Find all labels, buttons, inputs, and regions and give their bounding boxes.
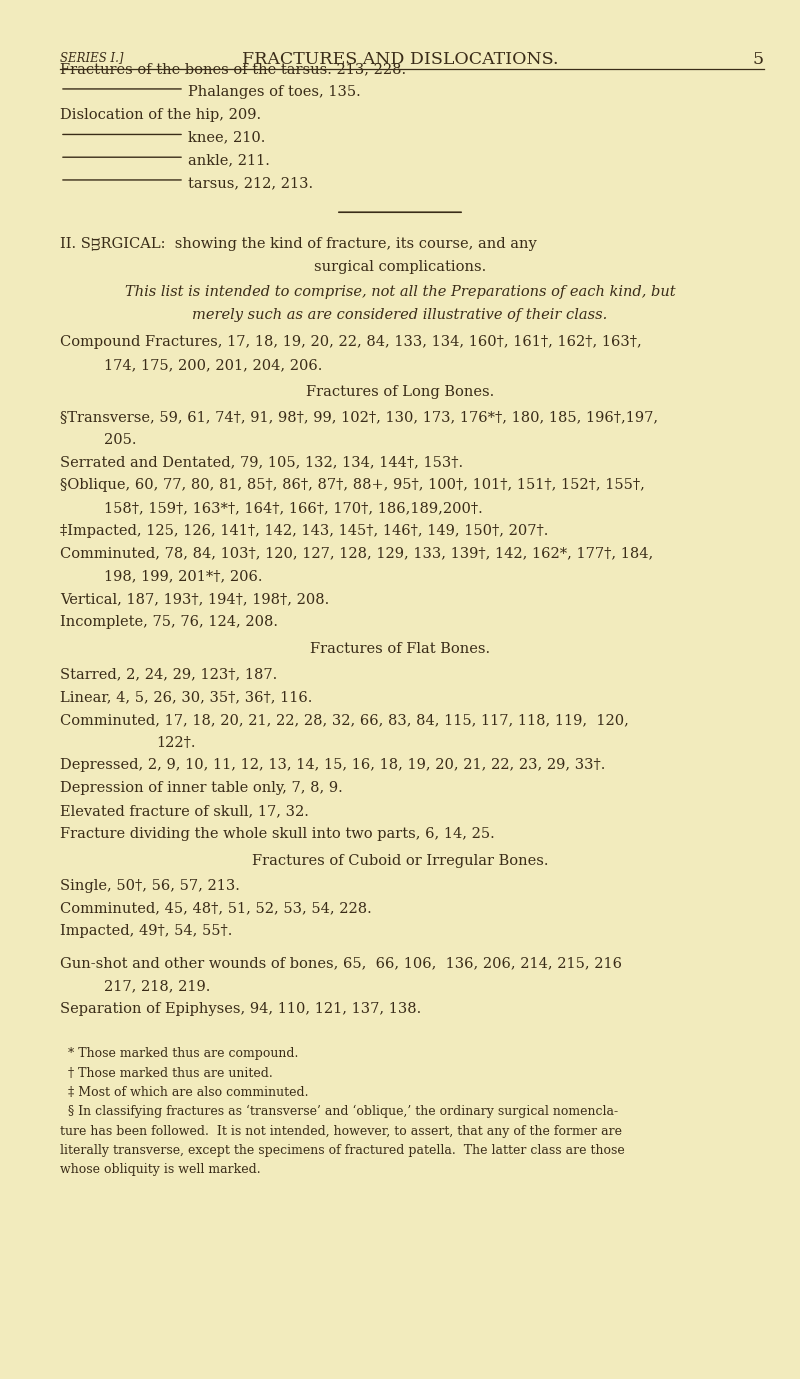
Text: 158†, 159†, 163*†, 164†, 166†, 170†, 186,189,200†.: 158†, 159†, 163*†, 164†, 166†, 170†, 186… bbox=[104, 501, 482, 516]
Text: Fracture dividing the whole skull into two parts, 6, 14, 25.: Fracture dividing the whole skull into t… bbox=[60, 826, 494, 841]
Text: Elevated fracture of skull, 17, 32.: Elevated fracture of skull, 17, 32. bbox=[60, 804, 309, 818]
Text: Phalanges of toes, 135.: Phalanges of toes, 135. bbox=[188, 85, 361, 99]
Text: Comminuted, 78, 84, 103†, 120, 127, 128, 129, 133, 139†, 142, 162*, 177†, 184,: Comminuted, 78, 84, 103†, 120, 127, 128,… bbox=[60, 546, 654, 561]
Text: Separation of Epiphyses, 94, 110, 121, 137, 138.: Separation of Epiphyses, 94, 110, 121, 1… bbox=[60, 1001, 422, 1016]
Text: 122†.: 122†. bbox=[156, 735, 195, 750]
Text: Fractures of Long Bones.: Fractures of Long Bones. bbox=[306, 385, 494, 399]
Text: ankle, 211.: ankle, 211. bbox=[188, 153, 270, 167]
Text: 217, 218, 219.: 217, 218, 219. bbox=[104, 979, 210, 993]
Text: ‡ Most of which are also comminuted.: ‡ Most of which are also comminuted. bbox=[60, 1085, 309, 1099]
Text: Starred, 2, 24, 29, 123†, 187.: Starred, 2, 24, 29, 123†, 187. bbox=[60, 667, 278, 681]
Text: * Those marked thus are compound.: * Those marked thus are compound. bbox=[60, 1047, 298, 1060]
Text: Gun-shot and other wounds of bones, 65,  66, 106,  136, 206, 214, 215, 216: Gun-shot and other wounds of bones, 65, … bbox=[60, 956, 622, 971]
Text: Vertical, 187, 193†, 194†, 198†, 208.: Vertical, 187, 193†, 194†, 198†, 208. bbox=[60, 592, 330, 607]
Text: SERIES I.]: SERIES I.] bbox=[60, 51, 123, 63]
Text: whose obliquity is well marked.: whose obliquity is well marked. bbox=[60, 1162, 261, 1176]
Text: Depression of inner table only, 7, 8, 9.: Depression of inner table only, 7, 8, 9. bbox=[60, 781, 342, 796]
Text: §Transverse, 59, 61, 74†, 91, 98†, 99, 102†, 130, 173, 176*†, 180, 185, 196†,197: §Transverse, 59, 61, 74†, 91, 98†, 99, 1… bbox=[60, 410, 658, 425]
Text: Comminuted, 45, 48†, 51, 52, 53, 54, 228.: Comminuted, 45, 48†, 51, 52, 53, 54, 228… bbox=[60, 902, 372, 916]
Text: knee, 210.: knee, 210. bbox=[188, 130, 266, 145]
Text: II. SᴟRGICAL:  showing the kind of fracture, its course, and any: II. SᴟRGICAL: showing the kind of fractu… bbox=[60, 237, 537, 251]
Text: Fractures of Cuboid or Irregular Bones.: Fractures of Cuboid or Irregular Bones. bbox=[252, 854, 548, 867]
Text: 174, 175, 200, 201, 204, 206.: 174, 175, 200, 201, 204, 206. bbox=[104, 357, 322, 372]
Text: literally transverse, except the specimens of fractured patella.  The latter cla: literally transverse, except the specime… bbox=[60, 1143, 625, 1157]
Text: 205.: 205. bbox=[104, 433, 137, 447]
Text: §Oblique, 60, 77, 80, 81, 85†, 86†, 87†, 88+, 95†, 100†, 101†, 151†, 152†, 155†,: §Oblique, 60, 77, 80, 81, 85†, 86†, 87†,… bbox=[60, 479, 645, 492]
Text: Impacted, 49†, 54, 55†.: Impacted, 49†, 54, 55†. bbox=[60, 924, 232, 939]
Text: FRACTURES AND DISLOCATIONS.: FRACTURES AND DISLOCATIONS. bbox=[242, 51, 558, 68]
Text: tarsus, 212, 213.: tarsus, 212, 213. bbox=[188, 175, 313, 190]
Text: Incomplete, 75, 76, 124, 208.: Incomplete, 75, 76, 124, 208. bbox=[60, 615, 278, 629]
Text: 198, 199, 201*†, 206.: 198, 199, 201*†, 206. bbox=[104, 570, 262, 583]
Text: Fractures of the bones of the tarsus. 213, 228.: Fractures of the bones of the tarsus. 21… bbox=[60, 62, 406, 76]
Text: † Those marked thus are united.: † Those marked thus are united. bbox=[60, 1066, 273, 1080]
Text: ‡Impacted, 125, 126, 141†, 142, 143, 145†, 146†, 149, 150†, 207†.: ‡Impacted, 125, 126, 141†, 142, 143, 145… bbox=[60, 524, 548, 538]
Text: § In classifying fractures as ‘transverse’ and ‘oblique,’ the ordinary surgical : § In classifying fractures as ‘transvers… bbox=[60, 1105, 618, 1118]
Text: Serrated and Dentated, 79, 105, 132, 134, 144†, 153†.: Serrated and Dentated, 79, 105, 132, 134… bbox=[60, 455, 463, 470]
Text: Compound Fractures, 17, 18, 19, 20, 22, 84, 133, 134, 160†, 161†, 162†, 163†,: Compound Fractures, 17, 18, 19, 20, 22, … bbox=[60, 335, 642, 349]
Text: Linear, 4, 5, 26, 30, 35†, 36†, 116.: Linear, 4, 5, 26, 30, 35†, 36†, 116. bbox=[60, 690, 312, 705]
Text: merely such as are considered illustrative of their class.: merely such as are considered illustrati… bbox=[192, 308, 608, 321]
Text: surgical complications.: surgical complications. bbox=[314, 261, 486, 274]
Text: Depressed, 2, 9, 10, 11, 12, 13, 14, 15, 16, 18, 19, 20, 21, 22, 23, 29, 33†.: Depressed, 2, 9, 10, 11, 12, 13, 14, 15,… bbox=[60, 758, 606, 772]
Text: Dislocation of the hip, 209.: Dislocation of the hip, 209. bbox=[60, 108, 261, 121]
Text: This list is intended to comprise, not all the Preparations of each kind, but: This list is intended to comprise, not a… bbox=[125, 285, 675, 299]
Text: Single, 50†, 56, 57, 213.: Single, 50†, 56, 57, 213. bbox=[60, 878, 240, 894]
Text: ture has been followed.  It is not intended, however, to assert, that any of the: ture has been followed. It is not intend… bbox=[60, 1124, 622, 1138]
Text: Fractures of Flat Bones.: Fractures of Flat Bones. bbox=[310, 643, 490, 656]
Text: Comminuted, 17, 18, 20, 21, 22, 28, 32, 66, 83, 84, 115, 117, 118, 119,  120,: Comminuted, 17, 18, 20, 21, 22, 28, 32, … bbox=[60, 713, 629, 727]
Text: 5: 5 bbox=[753, 51, 764, 68]
